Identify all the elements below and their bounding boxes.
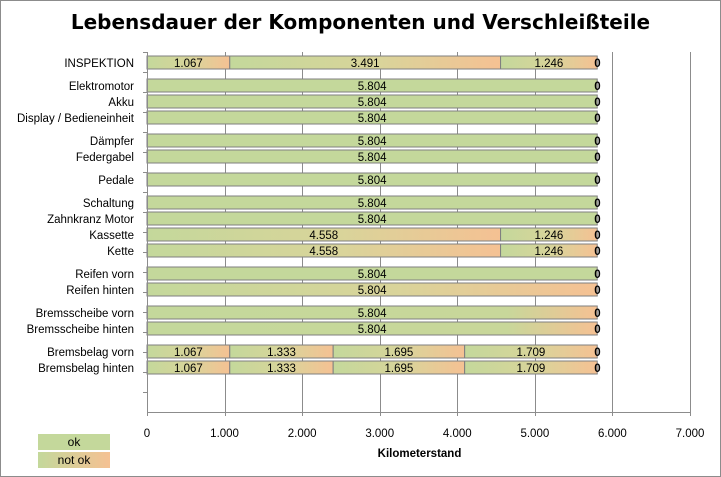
bars: 1.067 3.491 1.246 0 5.804 0 5.804 0 5.804 0 5.804 0… — [146, 55, 601, 375]
category-label: Bremsscheibe hinten — [27, 324, 134, 336]
data-label: 5.804 — [358, 308, 387, 320]
category-label: INSPEKTION — [64, 58, 134, 70]
data-label: 1.067 — [174, 58, 203, 70]
data-label: 5.804 — [358, 81, 387, 93]
legend-swatch-ok: ok — [38, 433, 110, 450]
x-tick-label: 6.000 — [598, 428, 627, 440]
data-label: 5.804 — [358, 152, 387, 164]
end-label: 0 — [594, 175, 600, 187]
end-label: 0 — [594, 113, 600, 125]
bar-segment — [500, 55, 598, 70]
data-label: 5.804 — [358, 136, 387, 148]
legend-item-ok: ok — [38, 433, 110, 450]
x-tick-label: 2.000 — [288, 428, 317, 440]
data-label: 1.695 — [385, 347, 414, 359]
x-tick-label: 5.000 — [520, 428, 549, 440]
axes: INSPEKTION Elektromotor Akku Display / Bedi… — [17, 52, 704, 460]
category-label: Pedale — [98, 175, 134, 187]
end-label: 0 — [594, 230, 600, 242]
data-label: 1.067 — [174, 363, 203, 375]
category-label: Kette — [107, 246, 134, 258]
legend-item-not-ok: not ok — [38, 451, 110, 468]
data-label: 1.246 — [535, 58, 564, 70]
x-tick-label: 7.000 — [676, 428, 705, 440]
x-tick-label: 3.000 — [365, 428, 394, 440]
data-label: 5.804 — [358, 198, 387, 210]
category-label: Bremsscheibe vorn — [36, 308, 134, 320]
end-label: 0 — [594, 324, 600, 336]
x-axis-title: Kilometerstand — [378, 448, 462, 460]
end-label: 0 — [594, 363, 600, 375]
data-label: 1.695 — [385, 363, 414, 375]
end-label: 0 — [594, 152, 600, 164]
data-label: 5.804 — [358, 285, 387, 297]
category-label: Akku — [108, 97, 134, 109]
category-label: Bremsbelag vorn — [47, 347, 134, 359]
end-label: 0 — [594, 136, 600, 148]
category-label: Reifen vorn — [75, 269, 134, 281]
end-label: 0 — [594, 214, 600, 226]
bar-segment — [500, 243, 598, 258]
bar-segment — [500, 227, 598, 242]
data-label: 1.709 — [517, 347, 546, 359]
category-label: Schaltung — [83, 198, 134, 210]
data-label: 5.804 — [358, 269, 387, 281]
data-label: 1.067 — [174, 347, 203, 359]
data-label: 5.804 — [358, 214, 387, 226]
x-tick-label: 4.000 — [443, 428, 472, 440]
category-label: Zahnkranz Motor — [47, 214, 134, 226]
category-label: Federgabel — [76, 152, 134, 164]
data-label: 1.709 — [517, 363, 546, 375]
category-label: Kassette — [89, 230, 134, 242]
end-label: 0 — [594, 81, 600, 93]
end-label: 0 — [594, 58, 600, 70]
data-label: 5.804 — [358, 324, 387, 336]
data-label: 1.333 — [267, 347, 296, 359]
end-label: 0 — [594, 347, 600, 359]
category-label: Dämpfer — [90, 136, 134, 148]
x-tick-label: 1.000 — [210, 428, 239, 440]
data-label: 5.804 — [358, 175, 387, 187]
data-label: 1.246 — [535, 246, 564, 258]
data-label: 5.804 — [358, 97, 387, 109]
data-label: 4.558 — [309, 246, 338, 258]
data-label: 1.246 — [535, 230, 564, 242]
end-label: 0 — [594, 246, 600, 258]
end-label: 0 — [594, 285, 600, 297]
category-label: Display / Bedieneinheit — [17, 113, 135, 125]
category-label: Reifen hinten — [66, 285, 134, 297]
end-label: 0 — [594, 308, 600, 320]
category-label: Bremsbelag hinten — [38, 363, 134, 375]
legend: ok not ok — [38, 433, 110, 469]
bar-segment — [464, 344, 598, 359]
data-label: 1.333 — [267, 363, 296, 375]
legend-swatch-not-ok: not ok — [38, 451, 110, 468]
end-label: 0 — [594, 269, 600, 281]
category-label: Elektromotor — [69, 81, 134, 93]
data-label: 4.558 — [309, 230, 338, 242]
end-label: 0 — [594, 198, 600, 210]
data-label: 5.804 — [358, 113, 387, 125]
data-label: 3.491 — [351, 58, 380, 70]
chart-title: Lebensdauer der Komponenten und Verschle… — [70, 10, 651, 34]
bar-segment — [464, 360, 598, 375]
x-tick-label: 0 — [144, 428, 150, 440]
end-label: 0 — [594, 97, 600, 109]
